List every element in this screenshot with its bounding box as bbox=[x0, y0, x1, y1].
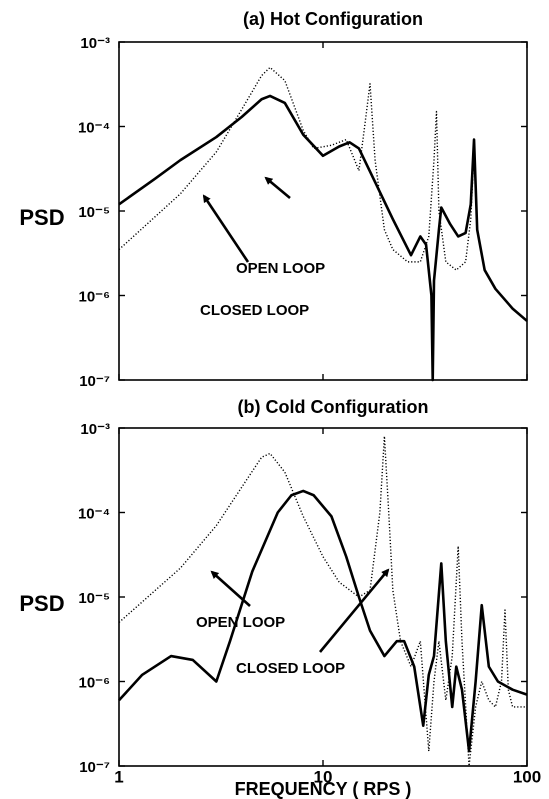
arrow bbox=[264, 176, 291, 199]
series-line bbox=[118, 66, 528, 322]
arrow bbox=[210, 570, 251, 607]
y-axis-label: PSD bbox=[19, 591, 64, 616]
plot-frame bbox=[118, 41, 528, 381]
series-annotation: CLOSED LOOP bbox=[200, 302, 309, 319]
y-tick-label: 10⁻³ bbox=[80, 421, 110, 438]
y-tick-label: 10⁻⁵ bbox=[78, 590, 110, 607]
series-annotation: OPEN LOOP bbox=[196, 614, 285, 631]
x-tick-label: 1 bbox=[114, 767, 123, 786]
x-axis-label: FREQUENCY ( RPS ) bbox=[235, 779, 412, 799]
arrow bbox=[318, 568, 390, 653]
y-tick-label: 10⁻⁴ bbox=[78, 119, 110, 136]
y-tick-label: 10⁻⁷ bbox=[79, 373, 110, 390]
y-tick-label: 10⁻⁵ bbox=[78, 204, 110, 221]
y-axis-label: PSD bbox=[19, 205, 64, 230]
y-tick-label: 10⁻⁷ bbox=[79, 759, 110, 776]
arrow bbox=[202, 194, 250, 263]
series-annotation: OPEN LOOP bbox=[236, 260, 325, 277]
plot-frame bbox=[118, 427, 528, 767]
series-annotation: CLOSED LOOP bbox=[236, 660, 345, 677]
y-tick-label: 10⁻⁶ bbox=[78, 674, 110, 691]
x-tick-label: 100 bbox=[513, 767, 541, 786]
series-line bbox=[118, 489, 528, 753]
series-line bbox=[118, 94, 528, 382]
y-tick-label: 10⁻³ bbox=[80, 35, 110, 52]
panel-title: (b) Cold Configuration bbox=[238, 397, 429, 417]
y-tick-label: 10⁻⁶ bbox=[78, 288, 110, 305]
panel-title: (a) Hot Configuration bbox=[243, 9, 423, 29]
y-tick-label: 10⁻⁴ bbox=[78, 505, 110, 522]
series-line bbox=[118, 435, 527, 767]
x-tick-label: 10 bbox=[314, 767, 333, 786]
